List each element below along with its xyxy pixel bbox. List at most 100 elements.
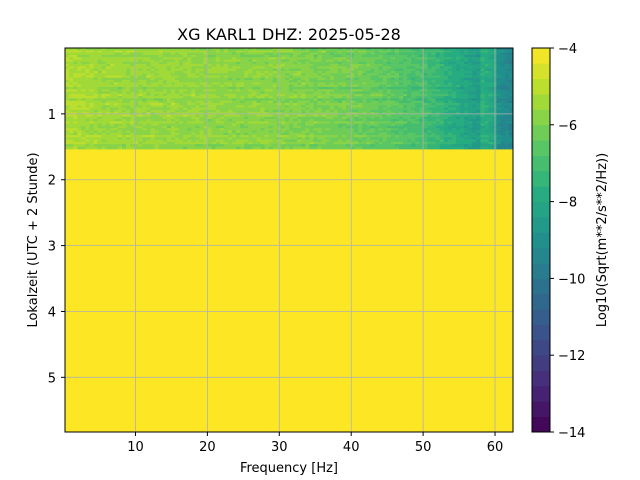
heatmap-cell xyxy=(65,48,70,51)
heatmap-cell xyxy=(89,132,95,136)
heatmap-cell xyxy=(484,139,490,143)
heatmap-cell xyxy=(419,109,424,113)
heatmap-cell xyxy=(378,123,384,127)
heatmap-cell xyxy=(431,64,437,67)
heatmap-cell xyxy=(174,70,180,74)
heatmap-cell xyxy=(317,54,323,58)
heatmap-cell xyxy=(378,141,384,145)
heatmap-cell xyxy=(439,144,445,148)
heatmap-cell xyxy=(284,119,290,122)
heatmap-cell xyxy=(301,89,306,93)
heatmap-cell xyxy=(484,57,490,61)
heatmap-cell xyxy=(289,75,294,79)
colorbar-level xyxy=(532,247,550,264)
heatmap-cell xyxy=(358,57,363,61)
heatmap-cell xyxy=(154,57,160,61)
heatmap-cell xyxy=(65,57,70,61)
heatmap-cell xyxy=(81,141,86,145)
heatmap-cell xyxy=(183,116,188,120)
heatmap-cell xyxy=(378,105,384,109)
heatmap-cell xyxy=(162,109,168,113)
heatmap-cell xyxy=(350,61,355,65)
heatmap-cell xyxy=(390,93,396,97)
heatmap-cell xyxy=(435,139,441,143)
heatmap-cell xyxy=(191,135,196,138)
heatmap-cell xyxy=(134,121,139,125)
heatmap-cell xyxy=(207,89,213,93)
heatmap-cell xyxy=(480,123,486,127)
heatmap-cell xyxy=(126,114,131,118)
heatmap-cell xyxy=(293,100,298,104)
colorbar-level xyxy=(532,401,550,418)
heatmap-cell xyxy=(122,98,127,102)
heatmap-cell xyxy=(280,102,286,106)
heatmap-cell xyxy=(484,100,490,104)
heatmap-cell xyxy=(166,105,172,109)
heatmap-cell xyxy=(223,107,229,111)
heatmap-cell xyxy=(73,116,78,120)
heatmap-cell xyxy=(423,96,429,99)
heatmap-cell xyxy=(480,96,486,99)
heatmap-cell xyxy=(252,144,258,148)
heatmap-cell xyxy=(179,50,184,54)
heatmap-cell xyxy=(260,121,266,125)
heatmap-cell xyxy=(272,50,278,54)
heatmap-cell xyxy=(126,73,131,77)
heatmap-cell xyxy=(109,119,115,122)
heatmap-cell xyxy=(77,80,82,83)
heatmap-cell xyxy=(309,89,315,93)
heatmap-cell xyxy=(325,48,331,51)
heatmap-cell xyxy=(199,132,205,136)
heatmap-cell xyxy=(117,130,123,134)
heatmap-cell xyxy=(138,75,143,79)
heatmap-cell xyxy=(464,61,469,65)
heatmap-cell xyxy=(248,144,253,148)
heatmap-cell xyxy=(301,66,306,70)
heatmap-cell xyxy=(179,139,184,143)
heatmap-cell xyxy=(508,89,513,93)
heatmap-cell xyxy=(386,89,392,93)
heatmap-cell xyxy=(109,73,115,77)
heatmap-cell xyxy=(390,86,396,90)
heatmap-cell xyxy=(480,102,486,106)
heatmap-cell xyxy=(146,89,152,93)
heatmap-cell xyxy=(386,130,392,134)
heatmap-cell xyxy=(460,100,465,104)
heatmap-cell xyxy=(321,54,327,58)
heatmap-cell xyxy=(386,82,392,86)
heatmap-cell xyxy=(260,61,266,65)
heatmap-cell xyxy=(134,57,139,61)
heatmap-cell xyxy=(329,119,335,122)
heatmap-cell xyxy=(142,86,148,90)
heatmap-cell xyxy=(69,64,74,67)
heatmap-cell xyxy=(443,102,449,106)
heatmap-cell xyxy=(488,119,494,122)
heatmap-cell xyxy=(113,68,119,72)
heatmap-cell xyxy=(415,73,420,77)
heatmap-cell xyxy=(362,96,367,99)
heatmap-cell xyxy=(93,54,99,58)
heatmap-cell xyxy=(504,50,510,54)
heatmap-cell xyxy=(366,73,372,77)
heatmap-cell xyxy=(284,105,290,109)
heatmap-cell xyxy=(415,139,420,143)
heatmap-cell xyxy=(468,144,473,148)
heatmap-cell xyxy=(93,102,99,106)
heatmap-cell xyxy=(268,50,274,54)
heatmap-cell xyxy=(248,107,253,111)
heatmap-cell xyxy=(93,57,99,61)
heatmap-cell xyxy=(146,135,152,138)
heatmap-cell xyxy=(293,137,298,141)
heatmap-cell xyxy=(85,57,91,61)
heatmap-cell xyxy=(504,84,510,88)
heatmap-cell xyxy=(207,91,213,95)
heatmap-cell xyxy=(346,73,351,77)
heatmap-cell xyxy=(366,139,372,143)
heatmap-cell xyxy=(142,105,148,109)
heatmap-cell xyxy=(284,52,290,56)
heatmap-cell xyxy=(130,96,135,99)
heatmap-cell xyxy=(488,57,494,61)
heatmap-cell xyxy=(468,84,473,88)
heatmap-cell xyxy=(415,84,420,88)
heatmap-cell xyxy=(85,123,91,127)
